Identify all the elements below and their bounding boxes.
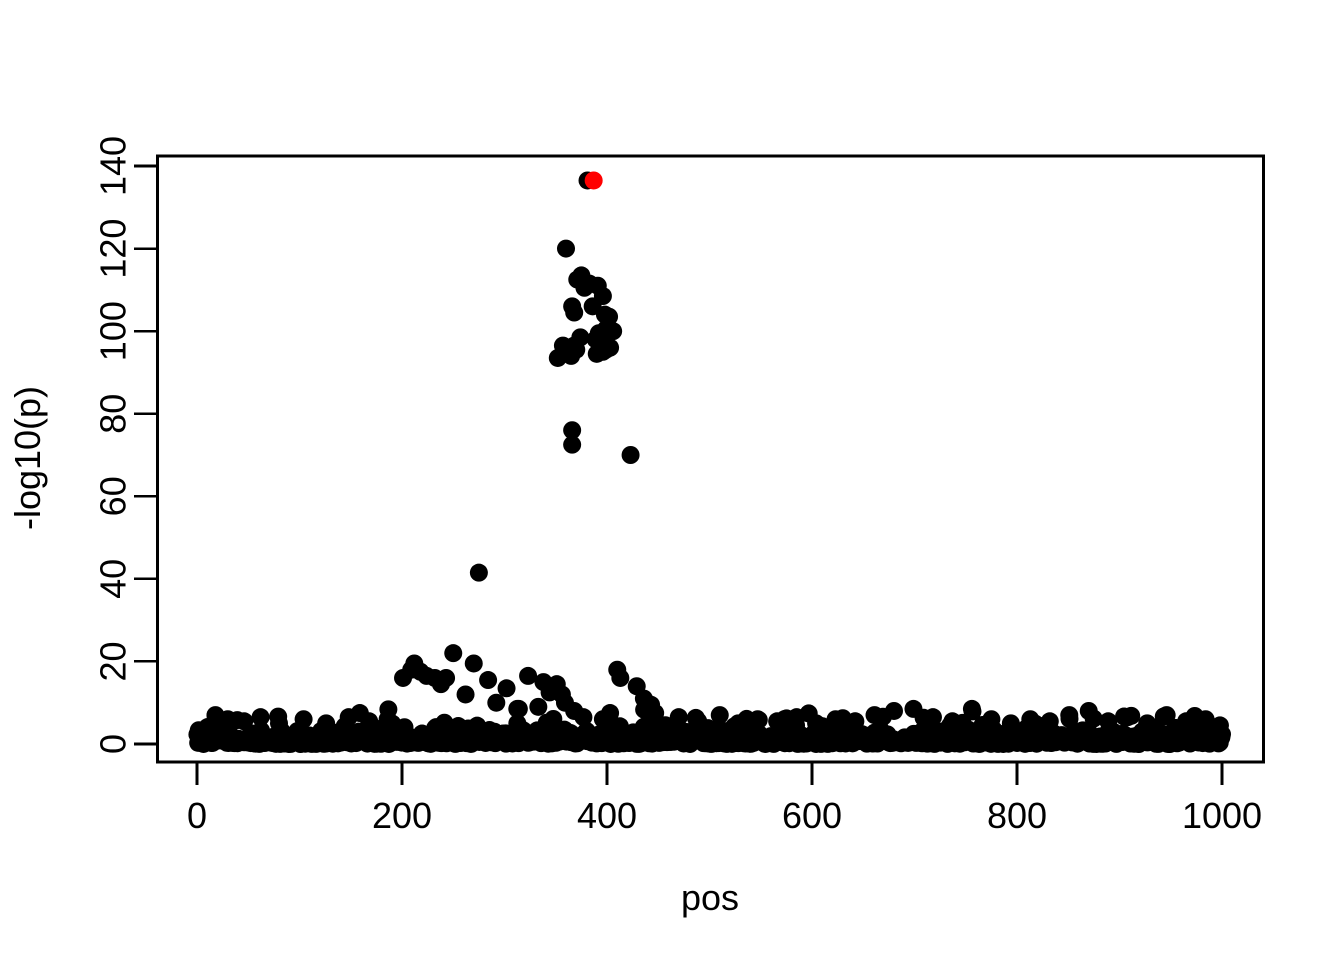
plot-panel-border xyxy=(156,154,1265,764)
data-point xyxy=(1138,714,1157,733)
data-point xyxy=(557,239,575,258)
data-point xyxy=(360,712,379,731)
x-axis-tick-labels: 0 200 400 600 800 1000 xyxy=(187,795,1262,836)
y-tick-label-0: 0 xyxy=(93,734,134,754)
data-point xyxy=(487,693,506,712)
y-tick-label-60: 60 xyxy=(93,476,134,516)
data-point xyxy=(710,706,729,725)
data-point xyxy=(565,303,584,322)
data-point xyxy=(479,671,498,690)
data-point xyxy=(251,708,270,727)
data-point xyxy=(962,699,981,718)
y-tick-label-40: 40 xyxy=(93,559,134,599)
data-point xyxy=(1118,708,1137,727)
data-point xyxy=(469,563,488,582)
intermediate-points xyxy=(394,644,665,729)
data-point xyxy=(456,685,475,704)
data-point xyxy=(1196,710,1215,729)
data-point xyxy=(807,714,826,733)
highlighted-point xyxy=(584,171,603,190)
y-tick-label-80: 80 xyxy=(93,394,134,434)
data-point xyxy=(235,712,254,731)
data-point xyxy=(689,712,708,731)
y-tick-label-20: 20 xyxy=(93,641,134,681)
data-point xyxy=(584,171,603,190)
data-point xyxy=(729,714,748,733)
data-point xyxy=(646,704,665,723)
data-point xyxy=(846,712,865,731)
data-point xyxy=(1099,712,1118,731)
data-point xyxy=(519,666,538,685)
data-point xyxy=(1177,712,1196,731)
x-tick-label-400: 400 xyxy=(577,795,637,836)
y-axis-ticks xyxy=(134,164,157,746)
data-point xyxy=(464,654,483,673)
x-tick-label-200: 200 xyxy=(372,795,432,836)
data-point xyxy=(748,710,767,729)
data-point xyxy=(787,708,806,727)
data-point xyxy=(621,446,640,464)
y-tick-label-140: 140 xyxy=(93,136,134,196)
data-point xyxy=(982,710,1001,729)
x-axis-ticks xyxy=(195,762,1224,785)
data-point xyxy=(768,712,787,731)
data-point xyxy=(574,708,593,727)
y-tick-label-100: 100 xyxy=(93,301,134,361)
data-point xyxy=(826,710,845,729)
data-point xyxy=(317,714,336,733)
data-point xyxy=(904,699,923,718)
data-point xyxy=(294,710,313,729)
x-axis-title: pos xyxy=(681,877,739,918)
data-point xyxy=(865,706,884,725)
data-point xyxy=(1079,701,1098,720)
data-point xyxy=(1001,714,1020,733)
data-point xyxy=(218,710,237,729)
data-point xyxy=(601,704,620,723)
x-tick-label-0: 0 xyxy=(187,795,207,836)
data-point xyxy=(548,348,567,367)
data-point xyxy=(1040,712,1059,731)
y-tick-label-120: 120 xyxy=(93,219,134,279)
y-axis-tick-labels: 0 20 40 60 80 100 120 140 xyxy=(93,136,134,754)
data-point xyxy=(1157,706,1176,725)
y-axis-title: -log10(p) xyxy=(7,386,48,530)
data-point xyxy=(529,697,548,716)
data-point xyxy=(1060,706,1079,725)
baseline-points xyxy=(188,699,1231,753)
data-point xyxy=(601,338,620,357)
x-tick-label-600: 600 xyxy=(782,795,842,836)
data-point xyxy=(270,714,288,733)
data-point xyxy=(1021,710,1040,729)
data-point xyxy=(943,712,962,731)
data-point xyxy=(378,710,397,729)
data-point xyxy=(1210,716,1229,735)
x-tick-label-1000: 1000 xyxy=(1182,795,1262,836)
data-point xyxy=(339,708,358,727)
data-point xyxy=(669,708,688,727)
peak-cluster-points xyxy=(469,171,640,582)
data-point xyxy=(885,701,903,720)
data-point xyxy=(562,346,581,365)
data-point xyxy=(611,668,630,687)
data-point xyxy=(509,699,528,718)
data-point xyxy=(497,679,516,698)
data-point xyxy=(444,644,463,663)
data-point xyxy=(437,668,456,687)
data-point xyxy=(923,708,942,727)
data-point xyxy=(563,435,582,454)
x-tick-label-800: 800 xyxy=(987,795,1047,836)
data-point xyxy=(563,421,582,440)
